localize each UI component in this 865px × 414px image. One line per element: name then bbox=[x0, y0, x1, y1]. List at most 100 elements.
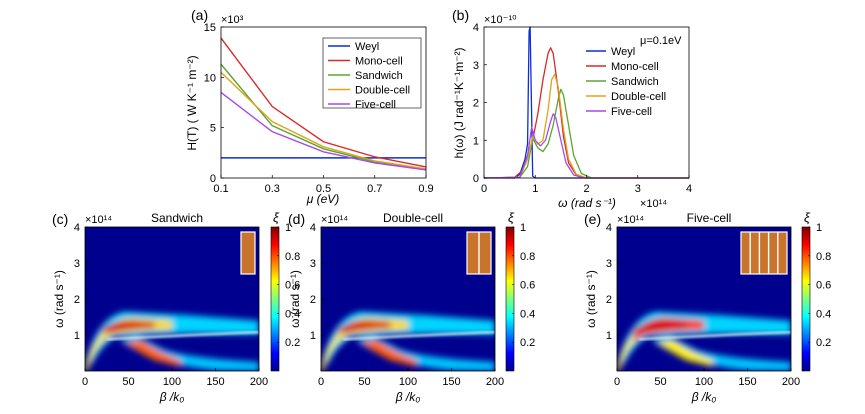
panel-a-ylabel: H(T) ( W K⁻¹ m⁻²) bbox=[185, 55, 199, 150]
y-tick-label: 1 bbox=[606, 330, 612, 342]
colorbar-label: ξ bbox=[508, 210, 515, 225]
y-tick-label: 2 bbox=[606, 294, 612, 306]
panel-title: Sandwich bbox=[151, 211, 203, 225]
colorbar-tick-label: 0.8 bbox=[816, 251, 831, 263]
panel-b-legend: Weyl Mono-cell Sandwich Double-cell Five-cel… bbox=[586, 46, 666, 118]
x-tick-label: 100 bbox=[399, 376, 417, 388]
x-tick-label: 2 bbox=[583, 183, 589, 195]
y-tick-label: 0 bbox=[210, 173, 216, 185]
heatmap-background bbox=[321, 227, 495, 371]
panel-b-annotation: μ=0.1eV bbox=[640, 35, 682, 47]
panel-letter: (d) bbox=[288, 211, 305, 227]
left-edge-band bbox=[85, 336, 105, 371]
panel-b-letter: (b) bbox=[452, 7, 469, 23]
x-tick-label: 0.7 bbox=[367, 183, 382, 195]
panel-b-x-multiplier: ×10¹⁴ bbox=[640, 198, 667, 210]
y-axis-label: ω (rad s⁻¹) bbox=[288, 270, 302, 328]
y-multiplier: ×10¹⁴ bbox=[321, 214, 348, 226]
series-line-sandwich bbox=[483, 88, 689, 179]
y-tick-label: 2 bbox=[473, 98, 479, 110]
y-tick-label: 4 bbox=[473, 22, 479, 34]
y-tick-label: 3 bbox=[473, 60, 479, 72]
colorbar-tick-label: 0.4 bbox=[285, 308, 300, 320]
left-edge-band bbox=[617, 336, 637, 371]
panel-a: (a) ×10³ 0.1 0.3 0.5 0.7 0.9 0 5 10 15 μ (eV) H(… bbox=[185, 7, 434, 206]
y-multiplier: ×10¹⁴ bbox=[85, 214, 112, 226]
legend-label: Sandwich bbox=[611, 76, 659, 88]
x-axis-label: β /k₀ bbox=[395, 390, 421, 404]
legend-label: Double-cell bbox=[611, 91, 666, 103]
series-line-weyl bbox=[484, 26, 689, 179]
panel-b-y-multiplier: ×10⁻¹⁰ bbox=[484, 14, 517, 26]
x-tick-label: 50 bbox=[654, 376, 666, 388]
heatmap-blobs bbox=[321, 311, 495, 371]
panel-a-letter: (a) bbox=[191, 7, 208, 23]
heatmap-blobs bbox=[617, 311, 791, 371]
x-tick-label: 200 bbox=[486, 376, 504, 388]
colorbar-tick-label: 0.2 bbox=[285, 337, 300, 349]
series-line-double-cell bbox=[220, 71, 427, 170]
legend-label: Double-cell bbox=[355, 85, 410, 97]
y-tick-label: 0 bbox=[473, 173, 479, 185]
legend-label: Five-cell bbox=[611, 106, 652, 118]
x-tick-label: 150 bbox=[206, 376, 224, 388]
lower-branch-envelope bbox=[651, 336, 791, 371]
colorbar-tick-label: 0.4 bbox=[816, 308, 831, 320]
panel-b-plot-area bbox=[483, 26, 689, 179]
y-tick-label: 1 bbox=[473, 135, 479, 147]
y-axis-label: ω (rad s⁻¹) bbox=[584, 270, 598, 328]
panel-b-xlabel: ω (rad s⁻¹) bbox=[558, 196, 616, 210]
legend-label: Weyl bbox=[355, 41, 379, 53]
x-axis-label: β /k₀ bbox=[691, 390, 717, 404]
colorbar-tick-label: 1 bbox=[285, 222, 291, 234]
x-tick-label: 0 bbox=[318, 376, 324, 388]
x-axis-label: β /k₀ bbox=[159, 390, 185, 404]
legend-label: Weyl bbox=[611, 46, 635, 58]
colorbar-label: ξ bbox=[804, 210, 811, 225]
series-line-five-cell bbox=[483, 113, 689, 179]
upper-branch-core bbox=[632, 320, 687, 334]
x-tick-label: 0.1 bbox=[213, 183, 228, 195]
y-tick-label: 2 bbox=[74, 294, 80, 306]
resonance-line-group bbox=[638, 331, 791, 341]
x-tick-label: 0.5 bbox=[316, 183, 331, 195]
lower-branch-envelope bbox=[355, 336, 495, 371]
y-tick-label: 10 bbox=[204, 72, 216, 84]
panel-c: (c) ×10¹⁴ Sandwich 0 50 100 150 200 1 2 3 4 β /k₀ ω (… bbox=[52, 210, 300, 404]
heatmap-area bbox=[85, 227, 259, 371]
y-tick-label: 3 bbox=[74, 258, 80, 270]
panel-a-legend: Weyl Mono-cell Sandwich Double-cell Five-cel… bbox=[322, 37, 422, 111]
panel-a-plot-area bbox=[220, 37, 427, 171]
lower-branch-envelope bbox=[119, 336, 259, 371]
inset-structure bbox=[240, 231, 256, 275]
x-tick-label: 0 bbox=[614, 376, 620, 388]
panel-title: Five-cell bbox=[687, 211, 732, 225]
legend-label: Mono-cell bbox=[355, 56, 403, 68]
colorbar-tick-label: 0.6 bbox=[520, 280, 535, 292]
x-tick-label: 1 bbox=[532, 183, 538, 195]
legend-label: Mono-cell bbox=[611, 61, 659, 73]
x-tick-label: 0 bbox=[82, 376, 88, 388]
heatmap-background bbox=[85, 227, 259, 371]
panel-d: (d) ×10¹⁴ Double-cell 0 50 100 150 200 1 2 3 4 β /k₀… bbox=[288, 210, 535, 404]
x-tick-label: 4 bbox=[686, 183, 692, 195]
colorbar-tick-label: 1 bbox=[816, 222, 822, 234]
colorbar-tick-label: 0.2 bbox=[816, 337, 831, 349]
x-tick-label: 100 bbox=[163, 376, 181, 388]
upper-branch-core bbox=[100, 320, 155, 334]
series-line-double-cell bbox=[483, 73, 689, 179]
panel-b: (b) ×10⁻¹⁰ 0 1 2 3 4 0 1 2 3 4 μ=0.1eV ×10¹⁴ ω (r… bbox=[452, 7, 692, 210]
panel-e: (e) ×10¹⁴ Five-cell 0 50 100 150 200 1 2 3 4 β /k₀ ω … bbox=[584, 210, 831, 404]
x-tick-label: 50 bbox=[358, 376, 370, 388]
panel-a-legend-box bbox=[322, 37, 422, 109]
colorbar-tick-label: 0.8 bbox=[520, 251, 535, 263]
y-tick-label: 3 bbox=[606, 258, 612, 270]
resonance-line bbox=[342, 331, 495, 341]
lower-branch-core bbox=[656, 340, 713, 367]
y-tick-label: 4 bbox=[74, 222, 80, 234]
y-tick-label: 4 bbox=[310, 222, 316, 234]
colorbar-tick-label: 0.6 bbox=[816, 280, 831, 292]
y-axis-label: ω (rad s⁻¹) bbox=[52, 270, 66, 328]
resonance-line bbox=[638, 331, 791, 341]
